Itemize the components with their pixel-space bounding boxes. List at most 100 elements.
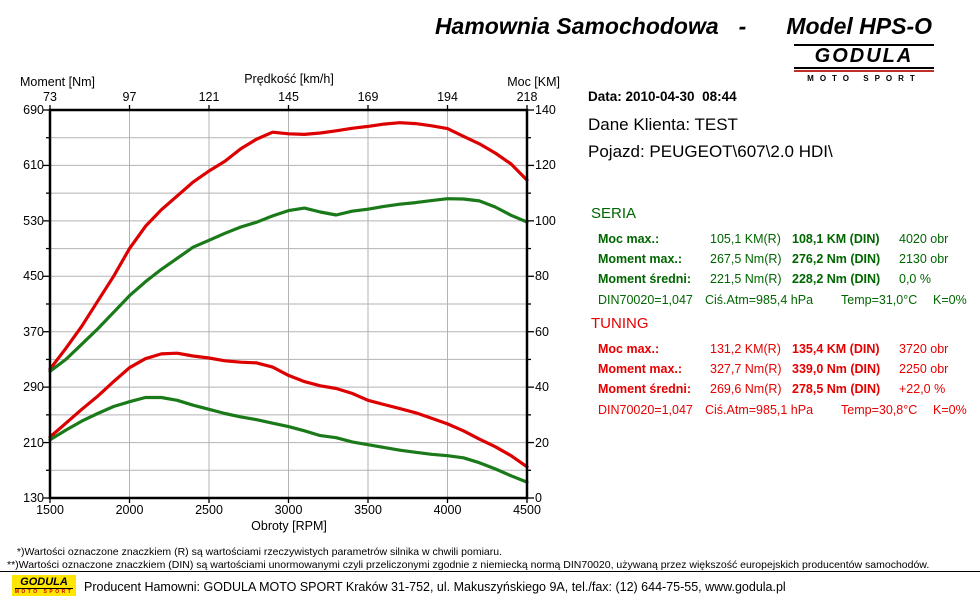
torque-tick-label: 610 [23, 158, 44, 173]
speed-tick-label: 97 [122, 90, 137, 104]
seria-din-factor: DIN70020=1,047 [598, 293, 693, 307]
torque-tick-label: 530 [23, 213, 44, 228]
bottom-axis-title: Obroty [RPM] [251, 519, 327, 533]
speed-tick-label: 145 [278, 90, 299, 104]
speed-tick-label: 121 [198, 90, 220, 104]
page-title-right: Model HPS-O [786, 13, 932, 39]
power-tick-label: 100 [535, 213, 556, 228]
tuning-torque-real: 327,7 Nm(R) [710, 362, 782, 376]
tuning-avg-torque-din: 278,5 Nm (DIN) [792, 382, 881, 396]
tuning-temperature: Temp=30,8°C [841, 403, 918, 417]
left-axis-title: Moment [Nm] [20, 75, 96, 89]
vehicle-name: Pojazd: PEUGEOT\607\2.0 HDI\ [588, 142, 833, 161]
seria-title: SERIA [591, 205, 637, 222]
page-title-left: Hamownia Samochodowa [434, 13, 719, 39]
speed-tick-label: 194 [437, 90, 458, 104]
seria-avg-torque-din: 228,2 Nm (DIN) [792, 272, 881, 286]
tuning-avg-torque-row: Moment średni: 269,6 Nm(R) 278,5 Nm (DIN… [591, 379, 975, 399]
rpm-tick-label: 3000 [274, 503, 303, 517]
godula-logo-redline [794, 70, 934, 72]
tuning-power-rpm: 3720 obr [899, 342, 949, 356]
seria-power-row: Moc max.: 105,1 KM(R) 108,1 KM (DIN) 402… [591, 229, 975, 249]
seria-k-factor: K=0% [933, 293, 967, 307]
rpm-tick-label: 4000 [433, 503, 462, 517]
seria-torque-rpm: 2130 obr [899, 252, 949, 266]
seria-power-real: 105,1 KM(R) [710, 232, 781, 246]
power-tick-label: 140 [535, 103, 556, 117]
rpm-tick-label: 1500 [36, 503, 64, 517]
tuning-power-row: Moc max.: 131,2 KM(R) 135,4 KM (DIN) 372… [591, 339, 975, 359]
tuning-title: TUNING [591, 315, 649, 332]
tuning-torque-rpm: 2250 obr [899, 362, 949, 376]
footer-logo-subtext: MOTO SPORT [14, 589, 74, 595]
curve-seria-moc [48, 197, 529, 373]
seria-pressure: Ciś.Atm=985,4 hPa [705, 293, 814, 307]
power-tick-label: 20 [535, 435, 549, 450]
torque-tick-label: 130 [23, 491, 44, 505]
page-title-separator: - [738, 13, 747, 39]
rpm-tick-label: 4500 [513, 503, 541, 517]
seria-conditions-row: DIN70020=1,047 Ciś.Atm=985,4 hPa Temp=31… [591, 290, 975, 310]
godula-logo-text: GODULA [794, 44, 934, 69]
manufacturer-info: Producent Hamowni: GODULA MOTO SPORT Kra… [84, 580, 786, 594]
footer-divider [0, 571, 980, 572]
tuning-torque-row: Moment max.: 327,7 Nm(R) 339,0 Nm (DIN) … [591, 359, 975, 379]
tuning-power-label: Moc max.: [598, 342, 660, 356]
tuning-power-real: 131,2 KM(R) [710, 342, 781, 356]
seria-temperature: Temp=31,0°C [841, 293, 918, 307]
footnote-r: *)Wartości oznaczone znaczkiem (R) są wa… [14, 546, 502, 558]
page-title: Hamownia Samochodowa - Model HPS-O [435, 13, 932, 40]
footer-logo-text: GODULA [15, 576, 73, 589]
seria-torque-label: Moment max.: [598, 252, 683, 266]
torque-tick-label: 450 [23, 269, 44, 284]
footer-godula-logo: GODULA MOTO SPORT [12, 575, 76, 596]
curve-tuning-moment [48, 351, 529, 469]
rpm-tick-label: 2000 [115, 503, 144, 517]
power-tick-label: 40 [535, 380, 549, 395]
footnote-din: **)Wartości oznaczone znaczkiem (DIN) są… [7, 559, 930, 571]
curve-seria-moment [48, 395, 529, 484]
godula-logo-subtext: MOTO SPORT [807, 74, 921, 83]
torque-tick-label: 370 [23, 324, 44, 339]
speed-tick-label: 169 [357, 90, 379, 104]
client-name: Dane Klienta: TEST [588, 115, 738, 134]
tuning-avg-torque-pct: +22,0 % [899, 382, 946, 396]
torque-tick-label: 290 [23, 380, 44, 395]
dyno-chart-plot [43, 105, 534, 503]
tuning-power-din: 135,4 KM (DIN) [792, 342, 880, 356]
rpm-tick-label: 2500 [195, 503, 223, 517]
seria-avg-torque-real: 221,5 Nm(R) [710, 272, 782, 286]
seria-power-din: 108,1 KM (DIN) [792, 232, 880, 246]
tuning-pressure: Ciś.Atm=985,1 hPa [705, 403, 814, 417]
tuning-torque-label: Moment max.: [598, 362, 683, 376]
right-axis-title: Moc [KM] [507, 75, 560, 89]
power-tick-label: 0 [535, 491, 542, 505]
tuning-k-factor: K=0% [933, 403, 967, 417]
seria-torque-din: 276,2 Nm (DIN) [792, 252, 881, 266]
torque-tick-label: 690 [23, 103, 44, 117]
seria-results-panel: SERIA Moc max.: 105,1 KM(R) 108,1 KM (DI… [591, 205, 975, 310]
tuning-conditions-row: DIN70020=1,047 Ciś.Atm=985,1 hPa Temp=30… [591, 400, 975, 420]
tuning-torque-din: 339,0 Nm (DIN) [792, 362, 881, 376]
power-tick-label: 60 [535, 324, 549, 339]
speed-tick-label: 73 [43, 90, 57, 104]
godula-logo: GODULA MOTO SPORT [794, 44, 934, 83]
power-tick-label: 80 [535, 269, 549, 284]
seria-avg-torque-row: Moment średni: 221,5 Nm(R) 228,2 Nm (DIN… [591, 269, 975, 289]
seria-torque-row: Moment max.: 267,5 Nm(R) 276,2 Nm (DIN) … [591, 249, 975, 269]
tuning-avg-torque-real: 269,6 Nm(R) [710, 382, 782, 396]
speed-tick-label: 218 [516, 90, 538, 104]
tuning-avg-torque-label: Moment średni: [598, 382, 692, 396]
rpm-tick-label: 3500 [354, 503, 382, 517]
seria-power-rpm: 4020 obr [899, 232, 949, 246]
tuning-results-panel: TUNING Moc max.: 131,2 KM(R) 135,4 KM (D… [591, 315, 975, 420]
torque-tick-label: 210 [23, 435, 44, 450]
power-tick-label: 120 [535, 158, 556, 173]
tuning-din-factor: DIN70020=1,047 [598, 403, 693, 417]
seria-torque-real: 267,5 Nm(R) [710, 252, 782, 266]
seria-power-label: Moc max.: [598, 232, 660, 246]
seria-avg-torque-pct: 0,0 % [899, 272, 931, 286]
seria-avg-torque-label: Moment średni: [598, 272, 692, 286]
curve-tuning-moc [48, 121, 529, 371]
